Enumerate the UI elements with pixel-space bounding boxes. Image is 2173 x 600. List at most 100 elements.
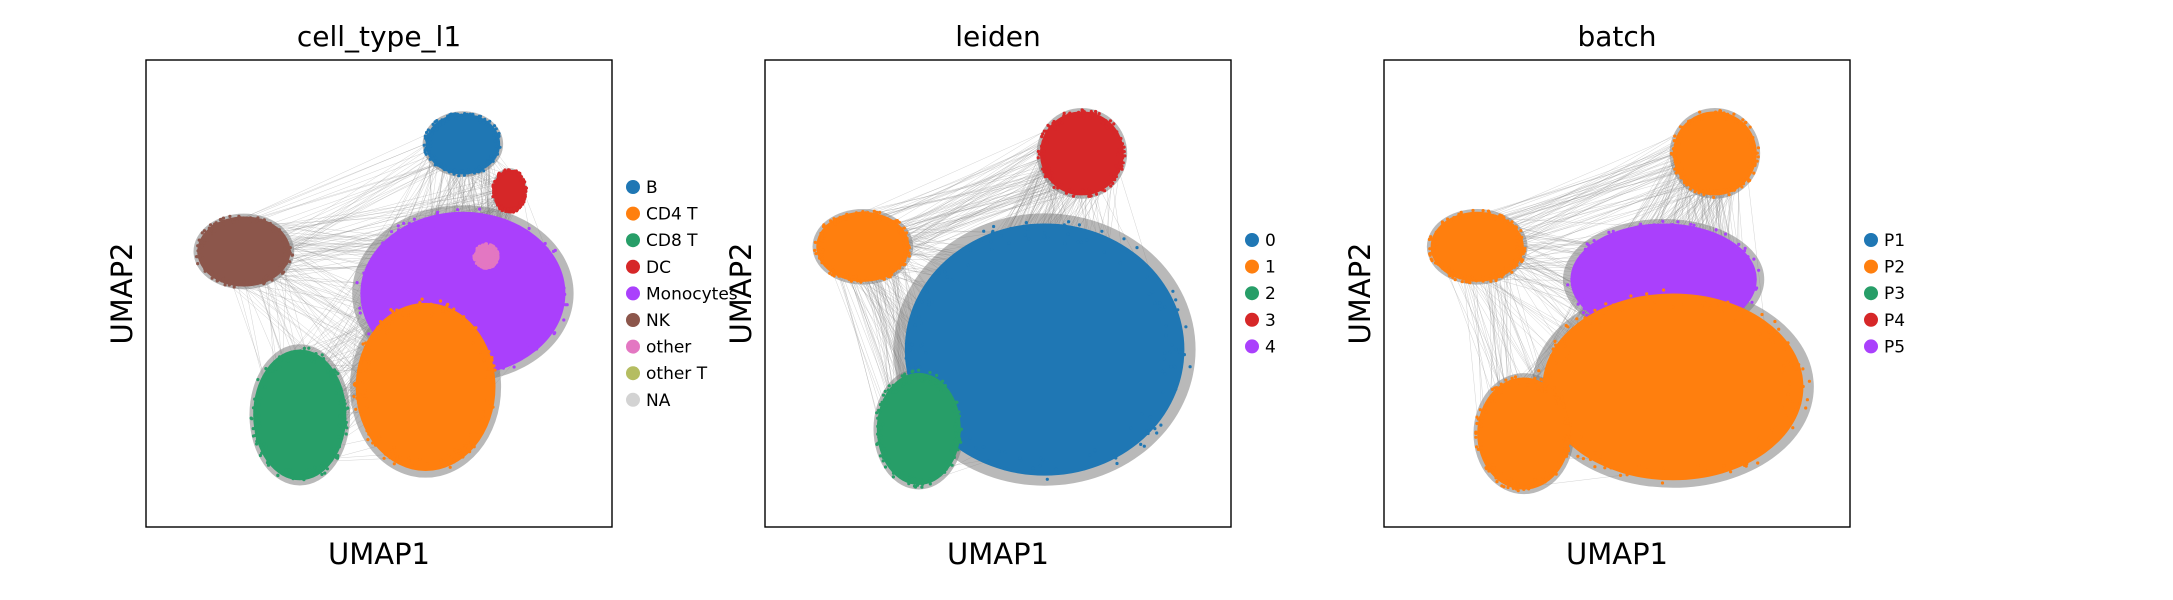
- data-point: [250, 417, 254, 421]
- data-point: [448, 113, 452, 117]
- data-point: [1105, 180, 1109, 184]
- data-point: [290, 474, 294, 478]
- data-point: [398, 460, 402, 464]
- data-point: [929, 382, 934, 386]
- data-point: [1581, 457, 1585, 461]
- data-point: [1112, 122, 1116, 126]
- data-point: [876, 441, 880, 445]
- legend-marker: [626, 366, 640, 381]
- data-point: [1789, 363, 1793, 367]
- graph-edge: [274, 179, 519, 234]
- data-point: [906, 479, 910, 483]
- data-point: [491, 262, 495, 266]
- data-point: [323, 471, 327, 475]
- data-point: [907, 473, 912, 477]
- data-point: [1666, 226, 1670, 230]
- data-point: [1662, 288, 1666, 292]
- data-point: [522, 200, 526, 204]
- data-point: [1703, 301, 1707, 305]
- data-point: [494, 133, 498, 137]
- data-point: [1481, 279, 1485, 283]
- data-point: [367, 332, 371, 336]
- data-point: [891, 383, 895, 387]
- data-point: [254, 430, 258, 434]
- data-point: [1696, 463, 1700, 467]
- data-point: [878, 403, 883, 407]
- data-point: [528, 351, 532, 355]
- data-point: [272, 363, 276, 367]
- data-point: [1687, 127, 1691, 131]
- data-point: [1511, 486, 1515, 490]
- data-point: [849, 279, 854, 283]
- data-point: [1100, 229, 1104, 233]
- data-point: [1749, 265, 1753, 269]
- y-axis-label: UMAP2: [105, 242, 139, 344]
- data-point: [1089, 109, 1093, 114]
- data-point: [494, 147, 498, 151]
- data-point: [457, 174, 461, 178]
- data-point: [1730, 183, 1734, 187]
- data-point: [461, 217, 465, 222]
- data-point: [482, 358, 486, 362]
- legend-item: B: [626, 178, 658, 198]
- data-point: [889, 266, 893, 271]
- data-point: [1122, 145, 1126, 149]
- data-point: [1459, 216, 1463, 220]
- data-point: [491, 159, 495, 163]
- data-point: [527, 226, 531, 231]
- data-point: [1747, 260, 1751, 264]
- data-point: [302, 346, 306, 350]
- data-point: [1723, 232, 1728, 236]
- data-point: [1697, 228, 1701, 232]
- data-point: [312, 360, 316, 364]
- data-point: [820, 232, 824, 236]
- data-point: [1782, 364, 1786, 368]
- data-point: [1504, 378, 1508, 382]
- data-point: [365, 277, 369, 281]
- data-point: [813, 248, 817, 252]
- data-point: [278, 263, 282, 267]
- data-point: [228, 214, 232, 218]
- data-point: [1570, 277, 1574, 281]
- data-point: [1164, 324, 1168, 328]
- data-point: [1493, 472, 1497, 476]
- data-point: [1744, 120, 1748, 125]
- data-point: [1714, 228, 1718, 232]
- data-point: [494, 258, 499, 262]
- data-point: [562, 318, 566, 322]
- data-point: [904, 380, 908, 384]
- data-point: [1683, 175, 1687, 179]
- data-point: [1102, 250, 1106, 254]
- data-point: [488, 119, 492, 123]
- data-point: [472, 171, 476, 175]
- data-point: [887, 384, 891, 388]
- data-point: [1081, 111, 1085, 115]
- graph-edge: [894, 193, 1081, 234]
- graph-edge: [901, 142, 1046, 251]
- data-point: [278, 355, 282, 359]
- data-point: [326, 369, 330, 373]
- data-point: [1078, 114, 1082, 118]
- data-point: [883, 389, 887, 393]
- panel-title: batch: [1577, 20, 1656, 53]
- data-point: [266, 463, 271, 467]
- data-point: [1770, 426, 1774, 430]
- data-point: [1060, 121, 1064, 125]
- data-point: [1713, 234, 1717, 238]
- data-point: [1164, 333, 1168, 338]
- data-point: [1745, 449, 1749, 453]
- data-point: [1562, 339, 1567, 344]
- data-point: [241, 216, 245, 220]
- data-point: [1087, 113, 1091, 117]
- data-point: [1786, 341, 1790, 345]
- data-point: [334, 456, 339, 460]
- data-point: [300, 471, 305, 475]
- data-point: [1588, 304, 1592, 308]
- data-point: [398, 454, 402, 459]
- data-point: [262, 442, 266, 446]
- data-point: [1788, 422, 1792, 426]
- data-point: [1736, 308, 1740, 312]
- data-point: [1756, 461, 1760, 465]
- data-point: [1486, 209, 1491, 213]
- data-point: [1494, 276, 1498, 280]
